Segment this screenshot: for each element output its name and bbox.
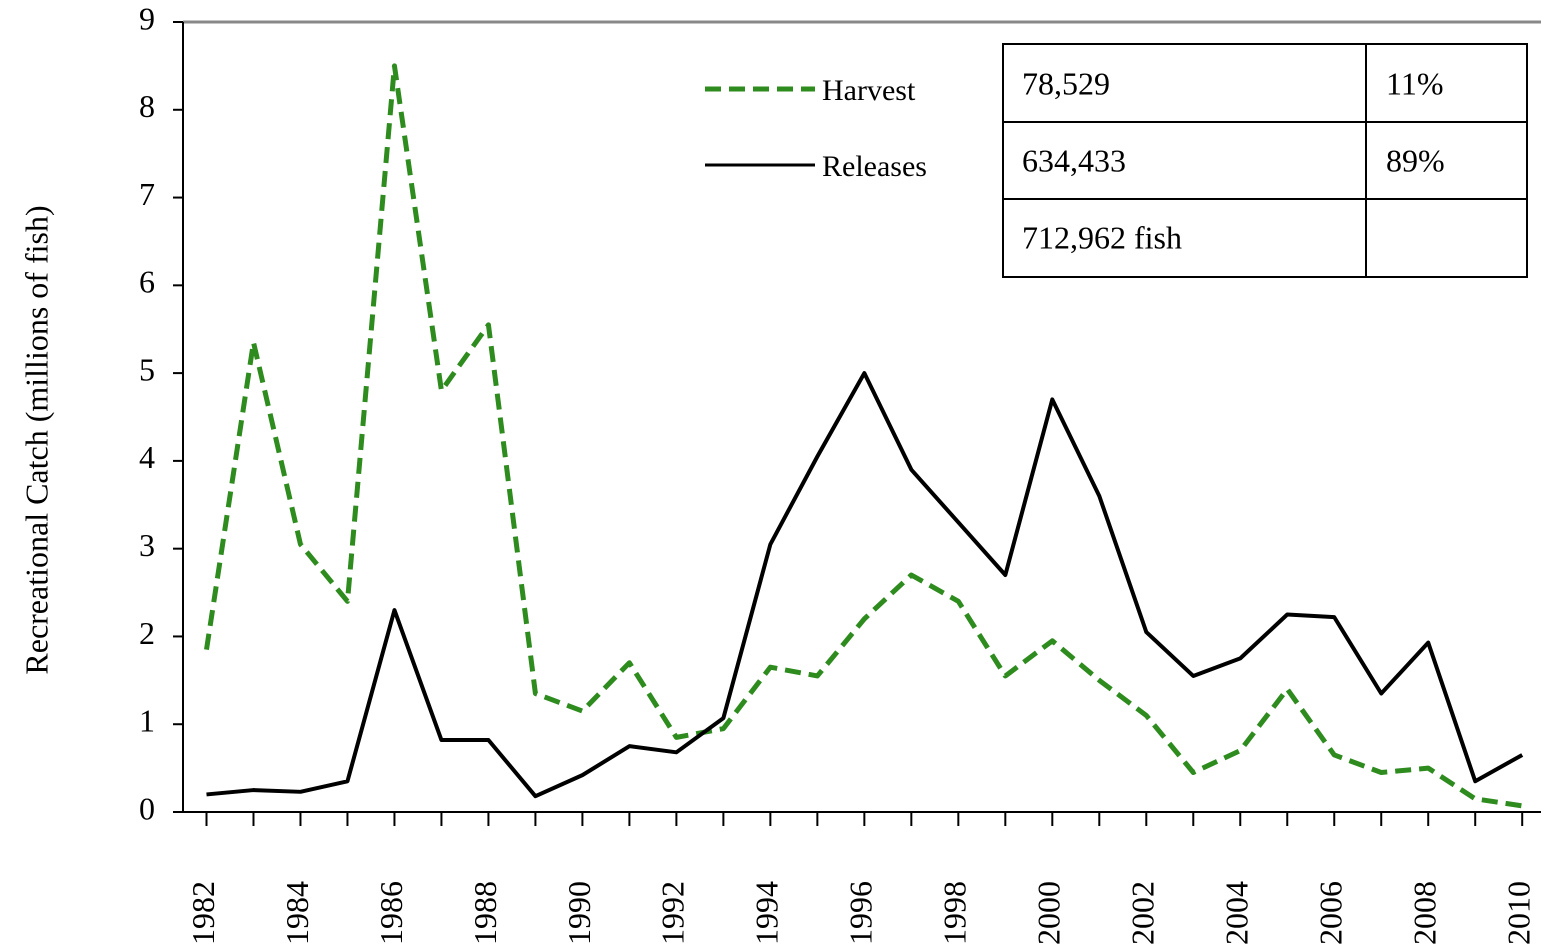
y-tick-label: 1 bbox=[139, 703, 155, 739]
table-border bbox=[1002, 43, 1528, 278]
legend-label: Harvest bbox=[822, 74, 916, 107]
series-line bbox=[204, 63, 1523, 809]
y-tick-label: 6 bbox=[139, 264, 155, 300]
y-tick-label: 0 bbox=[139, 790, 155, 826]
x-tick-label: 1990 bbox=[561, 881, 597, 945]
x-tick-label: 2010 bbox=[1501, 881, 1537, 945]
x-tick-label: 2004 bbox=[1219, 881, 1255, 945]
x-tick-label: 2000 bbox=[1031, 881, 1067, 945]
x-tick-label: 1984 bbox=[279, 881, 315, 945]
y-tick-label: 4 bbox=[139, 439, 155, 475]
table-cell: 11% bbox=[1386, 65, 1443, 101]
x-tick-label: 1992 bbox=[655, 881, 691, 945]
y-axis-label: Recreational Catch (millions of fish) bbox=[18, 205, 54, 674]
x-tick-label: 1994 bbox=[749, 881, 785, 945]
x-tick-label: 1982 bbox=[185, 881, 221, 945]
y-tick-label: 2 bbox=[139, 615, 155, 651]
x-tick-label: 2008 bbox=[1407, 881, 1443, 945]
y-tick-label: 3 bbox=[139, 527, 155, 563]
table-cell: 634,433 bbox=[1022, 142, 1126, 178]
table: 78,529 11% 634,433 89% 712,962 fish bbox=[1002, 43, 1528, 278]
legend-label: Releases bbox=[822, 150, 927, 183]
table-cell: 89% bbox=[1386, 142, 1445, 178]
table-cell: 78,529 bbox=[1022, 65, 1110, 101]
x-tick-label: 2006 bbox=[1313, 881, 1349, 945]
y-tick-label: 5 bbox=[139, 351, 155, 387]
table-cell: 712,962 fish bbox=[1022, 219, 1182, 255]
y-tick-label: 9 bbox=[139, 0, 155, 36]
y-tick-label: 8 bbox=[139, 88, 155, 124]
x-tick-label: 2002 bbox=[1125, 881, 1161, 945]
x-tick-label: 1986 bbox=[373, 881, 409, 945]
x-tick-label: 1988 bbox=[467, 881, 503, 945]
y-tick-label: 7 bbox=[139, 176, 155, 212]
series-line bbox=[206, 371, 1524, 799]
x-tick-label: 1996 bbox=[843, 881, 879, 945]
x-tick-label: 1998 bbox=[937, 881, 973, 945]
